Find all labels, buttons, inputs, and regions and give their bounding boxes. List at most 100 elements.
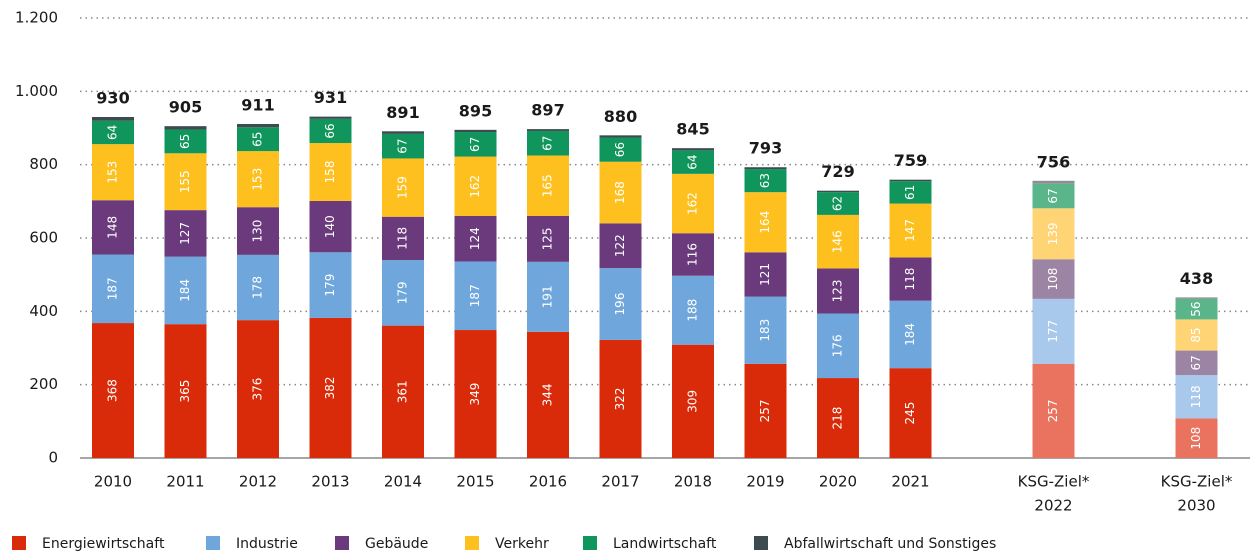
value-label: 130: [251, 220, 265, 243]
bar-segment: [309, 143, 352, 201]
x-tick-label: 2019: [746, 473, 784, 491]
x-tick-label: 2020: [819, 473, 857, 491]
value-label: 148: [106, 216, 120, 239]
total-label: 891: [386, 103, 419, 122]
x-tick-label: KSG-Ziel*: [1018, 473, 1090, 491]
y-tick-label: 1.200: [15, 9, 58, 27]
legend-swatch: [583, 536, 597, 550]
legend-label: Verkehr: [495, 536, 549, 552]
legend-label: Abfallwirtschaft und Sonstiges: [784, 536, 996, 552]
bar-segment: [599, 223, 642, 269]
x-tick-label: 2011: [166, 473, 204, 491]
value-label: 85: [1189, 327, 1203, 342]
legend-label: Energiewirtschaft: [42, 536, 165, 552]
value-label: 184: [903, 323, 917, 346]
value-label: 140: [323, 215, 337, 238]
x-tick-label: 2012: [239, 473, 277, 491]
x-tick-label: 2014: [384, 473, 422, 491]
bar-segment: [599, 135, 642, 138]
bar-segment: [164, 256, 207, 325]
y-tick-label: 800: [29, 155, 58, 173]
value-label: 61: [903, 185, 917, 200]
bar-segment: [1032, 183, 1075, 209]
bar-segment: [454, 129, 497, 133]
bar-segment: [1175, 350, 1218, 376]
y-tick-label: 0: [48, 449, 58, 467]
bar-segment: [1032, 363, 1075, 458]
value-label: 165: [541, 174, 555, 197]
bar-segment: [164, 210, 207, 257]
bar-segment: [237, 254, 279, 321]
bar-segment: [1175, 298, 1218, 320]
total-label: 793: [749, 139, 782, 158]
x-tick-label: 2013: [311, 473, 349, 491]
bar-segment: [672, 233, 714, 276]
bar-segment: [382, 133, 424, 159]
value-label: 177: [1046, 320, 1060, 343]
value-label: 153: [106, 161, 120, 184]
bar-segment: [527, 261, 569, 332]
value-label: 196: [613, 293, 627, 316]
bar-segment: [454, 132, 497, 157]
total-label: 880: [604, 107, 637, 126]
value-label: 118: [1189, 385, 1203, 408]
value-label: 376: [251, 378, 265, 401]
value-label: 124: [468, 227, 482, 250]
bar-segment: [237, 320, 279, 458]
value-label: 159: [396, 176, 410, 199]
x-tick-label: 2017: [601, 473, 639, 491]
value-label: 64: [686, 154, 700, 169]
total-label: 897: [531, 101, 564, 120]
value-label: 361: [396, 380, 410, 403]
value-label: 56: [1189, 301, 1203, 316]
value-label: 168: [613, 181, 627, 204]
value-label: 178: [251, 276, 265, 299]
bar-segment: [1032, 180, 1075, 184]
value-label: 121: [758, 263, 772, 286]
y-tick-label: 1.000: [15, 82, 58, 100]
bar-segment: [1175, 319, 1218, 351]
bar-segment: [744, 363, 787, 458]
bar-segment: [382, 158, 424, 217]
value-label: 179: [323, 274, 337, 297]
bar-segment: [817, 190, 859, 193]
bar-segment: [817, 313, 859, 379]
bar-segment: [527, 129, 569, 131]
value-label: 187: [468, 284, 482, 307]
bar-segment: [92, 120, 134, 145]
bar-segment: [672, 275, 714, 345]
value-label: 118: [396, 227, 410, 250]
value-label: 176: [831, 334, 845, 357]
value-label: 344: [541, 383, 555, 406]
total-label: 905: [169, 98, 202, 117]
legend-swatch: [12, 536, 26, 550]
value-label: 66: [613, 142, 627, 157]
bar-segment: [454, 216, 497, 262]
y-tick-label: 200: [29, 375, 58, 393]
bar-segment: [817, 378, 859, 458]
bar-segment: [309, 317, 352, 458]
legend-swatch: [206, 536, 220, 550]
legend-swatch: [754, 536, 768, 550]
value-label: 67: [468, 137, 482, 152]
total-label: 729: [821, 162, 854, 181]
x-tick-label: 2018: [674, 473, 712, 491]
bar-segment: [817, 268, 859, 314]
bar-segment: [889, 368, 932, 458]
bar-segment: [889, 203, 932, 258]
value-label: 257: [1046, 399, 1060, 422]
value-label: 184: [178, 279, 192, 302]
bar-segment: [599, 161, 642, 224]
value-label: 245: [903, 402, 917, 425]
value-label: 191: [541, 285, 555, 308]
x-tick-label: 2022: [1034, 497, 1072, 515]
value-label: 153: [251, 168, 265, 191]
bar-segment: [889, 300, 932, 369]
value-label: 155: [178, 170, 192, 193]
bar-segment: [1175, 297, 1218, 299]
y-tick-label: 600: [29, 229, 58, 247]
bar-segment: [309, 118, 352, 144]
bar-segment: [744, 296, 787, 364]
legend-label: Gebäude: [365, 536, 428, 552]
